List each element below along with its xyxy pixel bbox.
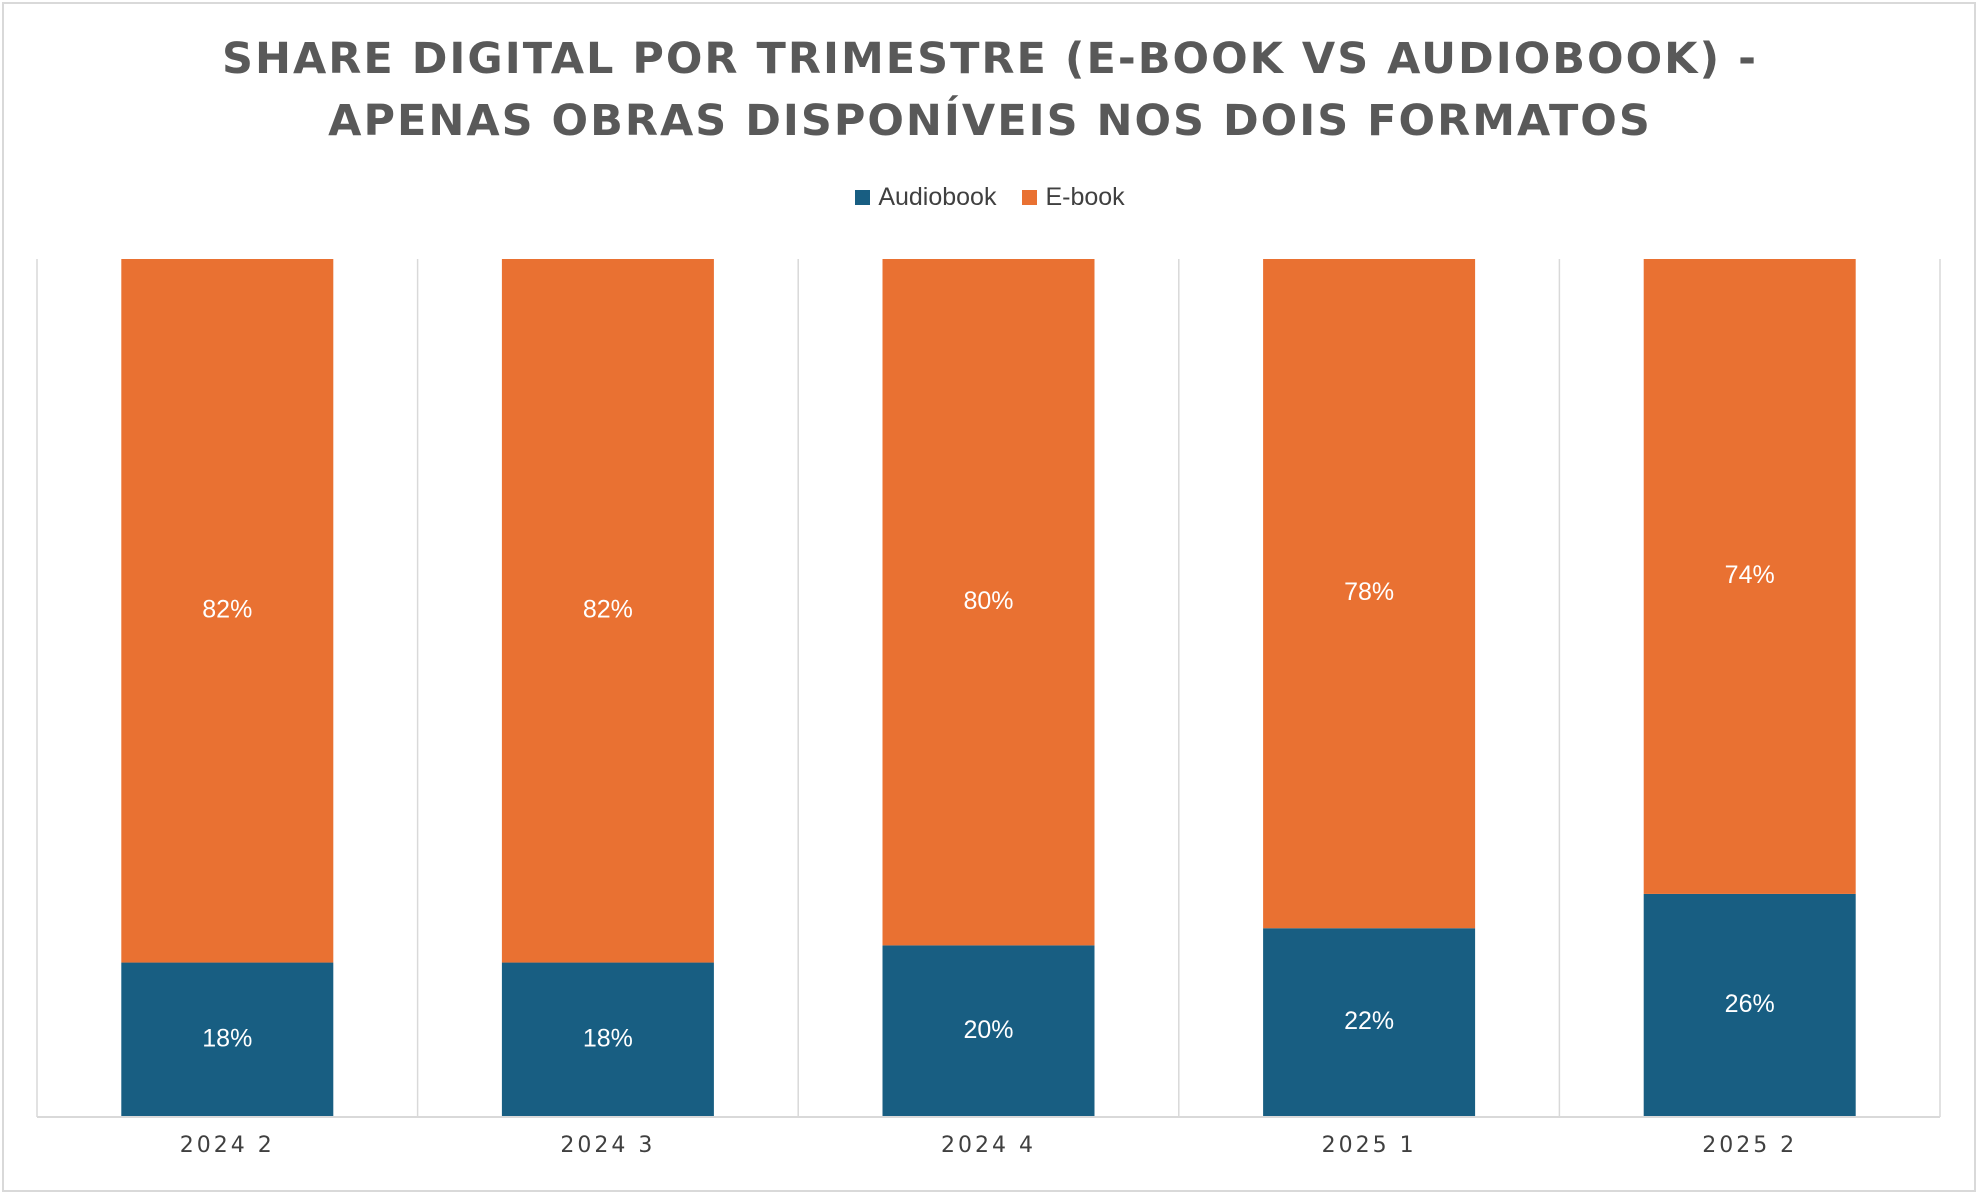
legend-label-ebook: E-book [1045,182,1125,211]
bar-audiobook [1643,893,1856,1117]
bar-ebook [121,259,334,963]
chart-title: SHARE DIGITAL POR TRIMESTRE (E-BOOK VS A… [0,28,1980,152]
legend-swatch-audiobook [855,189,871,205]
legend: Audiobook E-book [0,180,1980,214]
data-label-audiobook: 22% [1344,1007,1394,1035]
legend-item-audiobook: Audiobook [855,183,996,212]
bar-ebook [1263,259,1476,929]
data-label-audiobook: 20% [963,1016,1013,1044]
bar-audiobook [1263,928,1476,1117]
x-tick-label: 2024 2 [180,1133,275,1158]
chart-title-line-1: SHARE DIGITAL POR TRIMESTRE (E-BOOK VS A… [222,34,1758,84]
data-label-ebook: 78% [1344,578,1394,606]
legend-item-ebook: E-book [1022,182,1125,212]
x-tick-label: 2024 3 [560,1133,655,1158]
data-label-audiobook: 18% [583,1024,633,1052]
x-tick-label: 2024 4 [941,1133,1036,1158]
bar-ebook [1643,259,1856,894]
bar-ebook [501,259,714,963]
legend-swatch-ebook [1022,189,1038,205]
data-label-audiobook: 26% [1725,990,1775,1018]
bar-ebook [882,259,1095,946]
x-tick-label: 2025 1 [1322,1133,1417,1158]
legend-label-audiobook: Audiobook [878,182,997,211]
data-label-ebook: 82% [583,595,633,623]
bar-audiobook [882,945,1095,1117]
x-tick-label: 2025 2 [1702,1133,1797,1158]
data-label-ebook: 80% [963,587,1013,615]
chart-title-line-2: APENAS OBRAS DISPONÍVEIS NOS DOIS FORMAT… [328,96,1652,146]
bar-audiobook [121,962,334,1117]
bar-audiobook [501,962,714,1117]
data-label-ebook: 74% [1725,561,1775,589]
data-label-ebook: 82% [202,595,252,623]
data-label-audiobook: 18% [202,1024,252,1052]
